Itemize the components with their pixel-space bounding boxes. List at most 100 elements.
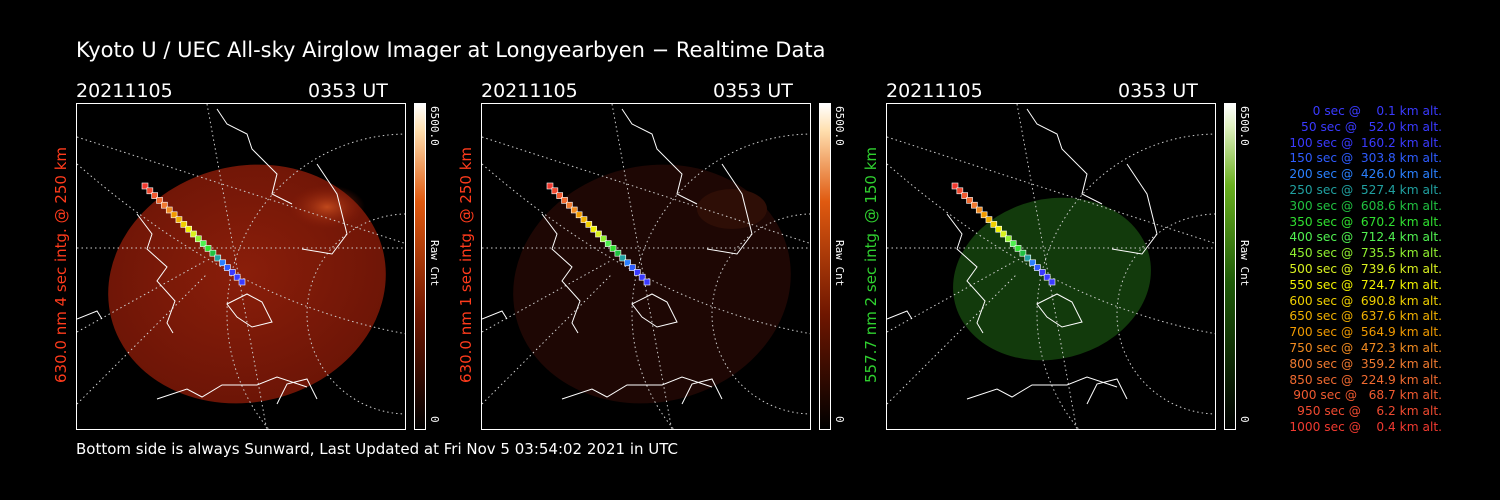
trajectory-marker [985, 216, 993, 223]
trajectory-marker [1014, 245, 1022, 252]
trajectory-marker [561, 197, 568, 204]
trajectory-marker [629, 264, 636, 271]
trajectory-marker [141, 182, 149, 190]
legend-row: 800 sec @ 359.2 km alt. [1285, 356, 1442, 371]
trajectory-marker [214, 254, 222, 262]
panel-5577-2s: 557.7 nm 2 sec intg. @ 150 km 20211105 0… [862, 80, 1316, 430]
trajectory-marker [151, 192, 158, 199]
trajectory-marker [195, 235, 202, 243]
panel-side-label: 630.0 nm 1 sec intg. @ 250 km [457, 146, 475, 384]
page-title: Kyoto U / UEC All-sky Airglow Imager at … [76, 38, 826, 62]
trajectory-marker [156, 197, 163, 204]
trajectory-marker [1048, 278, 1056, 286]
legend-row: 700 sec @ 564.9 km alt. [1285, 325, 1442, 340]
trajectory-marker [219, 259, 226, 267]
legend-row: 550 sec @ 724.7 km alt. [1285, 277, 1442, 292]
trajectory-marker [643, 278, 651, 286]
panel-630-4s: 630.0 nm 4 sec intg. @ 250 km 20211105 0… [52, 80, 506, 430]
trajectory-marker [556, 192, 563, 199]
legend-row: 450 sec @ 735.5 km alt. [1285, 246, 1442, 261]
trajectory-marker [580, 216, 588, 223]
legend-row: 650 sec @ 637.6 km alt. [1285, 309, 1442, 324]
colorbar-unit: Raw Cnt [428, 240, 441, 287]
trajectory-marker [238, 278, 246, 286]
trajectory-marker [224, 264, 231, 271]
legend-row: 200 sec @ 426.0 km alt. [1285, 167, 1442, 182]
colorbar [414, 103, 426, 430]
trajectory-marker [1029, 259, 1036, 267]
legend-row: 900 sec @ 68.7 km alt. [1289, 388, 1442, 403]
trajectory-marker [609, 245, 617, 252]
trajectory-marker [971, 201, 978, 209]
legend-row: 300 sec @ 608.6 km alt. [1285, 198, 1442, 213]
legend-row: 1000 sec @ 0.4 km alt. [1289, 419, 1442, 434]
colorbar-max: 6500.0 [1238, 106, 1251, 146]
panel-time: 0353 UT [308, 80, 388, 102]
colorbar-unit: Raw Cnt [1238, 240, 1251, 287]
legend-row: 400 sec @ 712.4 km alt. [1285, 230, 1442, 245]
trajectory-marker [185, 225, 192, 233]
trajectory-marker [604, 240, 612, 247]
trajectory-marker [624, 259, 631, 267]
legend-row: 350 sec @ 670.2 km alt. [1285, 214, 1442, 229]
allsky-image [76, 103, 406, 430]
trajectory-marker [1009, 240, 1017, 247]
trajectory-marker [990, 221, 998, 228]
trajectory-marker [980, 211, 988, 219]
colorbar-max: 6500.0 [833, 106, 846, 146]
legend-row: 50 sec @ 52.0 km alt. [1293, 119, 1442, 134]
panel-630-1s: 630.0 nm 1 sec intg. @ 250 km 20211105 0… [457, 80, 911, 430]
panel-date: 20211105 [481, 80, 578, 102]
trajectory-marker [546, 182, 554, 190]
trajectory-marker [1043, 273, 1051, 281]
trajectory-marker [1019, 249, 1027, 257]
colorbar-unit: Raw Cnt [833, 240, 846, 287]
legend-row: 150 sec @ 303.8 km alt. [1285, 151, 1442, 166]
legend-row: 100 sec @ 160.2 km alt. [1285, 135, 1442, 150]
trajectory-legend: 0 sec @ 0.1 km alt. 50 sec @ 52.0 km alt… [1286, 104, 1442, 436]
panel-date: 20211105 [76, 80, 173, 102]
trajectory-marker [170, 211, 178, 219]
trajectory-marker [595, 230, 602, 238]
trajectory-marker [614, 249, 622, 257]
panel-time: 0353 UT [1118, 80, 1198, 102]
trajectory-marker [175, 216, 183, 223]
panel-side-label: 630.0 nm 4 sec intg. @ 250 km [52, 146, 70, 384]
trajectory-marker [966, 197, 973, 204]
trajectory-marker [146, 187, 154, 195]
legend-row: 600 sec @ 690.8 km alt. [1285, 293, 1442, 308]
legend-row: 250 sec @ 527.4 km alt. [1285, 182, 1442, 197]
trajectory-marker [619, 254, 627, 262]
trajectory-marker [585, 221, 593, 228]
trajectory-marker [575, 211, 583, 219]
legend-row: 500 sec @ 739.6 km alt. [1285, 261, 1442, 276]
colorbar-max: 6500.0 [428, 106, 441, 146]
trajectory-marker [638, 273, 646, 281]
trajectory-marker [570, 206, 578, 214]
colorbar [819, 103, 831, 430]
trajectory-marker [233, 273, 241, 281]
legend-row: 750 sec @ 472.3 km alt. [1285, 340, 1442, 355]
trajectory-marker [1024, 254, 1032, 262]
trajectory-marker [975, 206, 983, 214]
trajectory-marker [165, 206, 173, 214]
panel-date: 20211105 [886, 80, 983, 102]
trajectory-marker [1034, 264, 1041, 271]
panel-time: 0353 UT [713, 80, 793, 102]
trajectory-marker [995, 225, 1002, 233]
allsky-image [481, 103, 811, 430]
trajectory-marker [161, 201, 168, 209]
trajectory-marker [1039, 269, 1046, 276]
trajectory-marker [956, 187, 964, 195]
colorbar [1224, 103, 1236, 430]
panel-side-label: 557.7 nm 2 sec intg. @ 150 km [862, 146, 880, 384]
legend-row: 950 sec @ 6.2 km alt. [1293, 404, 1442, 419]
trajectory-marker [566, 201, 573, 209]
colorbar-min: 0 [1238, 416, 1251, 423]
trajectory-marker [1000, 230, 1007, 238]
trajectory-marker [190, 230, 197, 238]
colorbar-min: 0 [428, 416, 441, 423]
colorbar-min: 0 [833, 416, 846, 423]
trajectory-marker [180, 221, 188, 228]
trajectory-marker [551, 187, 559, 195]
